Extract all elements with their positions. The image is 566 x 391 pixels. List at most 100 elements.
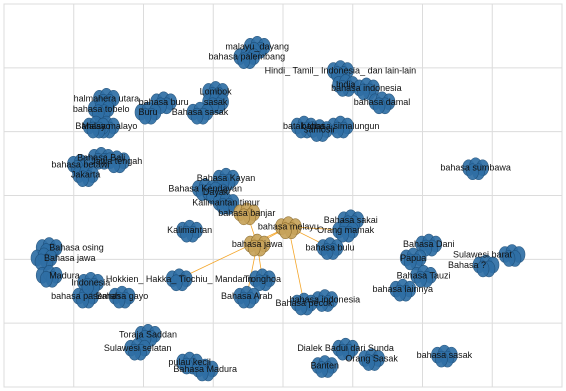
data-point: [327, 115, 354, 139]
point-label: Bahasa ?: [448, 260, 486, 270]
point-marker: [107, 156, 121, 174]
point-label: bahasa palembang: [209, 52, 286, 62]
edge-line: [288, 226, 305, 304]
point-label: Bahasa Madura: [173, 364, 237, 374]
point-label: Bahasa malayo: [75, 121, 137, 131]
data-point: [431, 344, 458, 368]
data-point: [306, 119, 333, 142]
point-label: Bahasa Kendayan: [168, 184, 242, 194]
data-point: [316, 237, 344, 260]
point-marker: [138, 107, 152, 125]
point-label: Hindi_ Tamil_ Indonesia_ dan lain-lain: [265, 66, 416, 76]
data-point: [353, 77, 380, 101]
point-marker: [128, 343, 141, 361]
point-label: Tionghoa: [244, 274, 281, 284]
data-point: [191, 358, 219, 382]
data-point: [472, 254, 500, 278]
data-point: [311, 355, 339, 378]
point-label: Bahasa osing: [49, 243, 104, 253]
point-label: Bahasa Tauzi: [397, 270, 451, 280]
data-point: [212, 192, 240, 215]
data-point: [462, 157, 489, 181]
data-point: [332, 74, 359, 97]
point-label: bahasa jawa: [232, 239, 283, 249]
point-label: Dialek Badui dari Sunda: [297, 343, 394, 353]
data-point: [389, 278, 417, 302]
point-marker: [253, 274, 266, 292]
point-marker: [112, 291, 126, 309]
point-label: Sulawesi barat: [453, 249, 513, 259]
point-label: bahasa lainnya: [373, 284, 434, 294]
data-point: [30, 247, 58, 271]
point-marker: [336, 80, 349, 97]
point-marker: [86, 121, 100, 139]
point-marker: [169, 274, 183, 292]
point-marker: [279, 222, 292, 240]
point-label: Bahasa gayo: [96, 291, 149, 301]
data-point: [410, 265, 437, 288]
point-label: Bahasa pecok: [275, 298, 333, 308]
point-marker: [81, 277, 95, 295]
point-label: bahasa sumbawa: [440, 163, 511, 173]
point-label: Jawa tengah: [91, 156, 142, 166]
point-label: bahasa melayu: [258, 222, 319, 232]
point-marker: [237, 291, 251, 309]
data-point: [108, 285, 136, 309]
point-label: Bahasa Kayan: [197, 173, 256, 183]
point-label: Madura: [49, 270, 80, 280]
data-point: [243, 233, 271, 257]
point-label: bahasa betawi: [51, 159, 109, 169]
point-label: bahasa tobelo: [73, 104, 130, 114]
point-label: Banten: [311, 361, 340, 371]
point-label: bahasa damal: [354, 97, 411, 107]
point-label: Bahasa jawa: [44, 253, 96, 263]
point-label: Hokkien_ Hakka_ Tiochiu_ Mandarin: [106, 274, 253, 284]
data-point: [134, 101, 162, 125]
data-point: [233, 46, 261, 70]
point-marker: [403, 253, 417, 271]
data-point: [124, 337, 151, 361]
edge-line: [179, 226, 289, 280]
data-point: [82, 115, 110, 139]
point-marker: [435, 350, 448, 368]
node-layer: [30, 35, 526, 382]
data-point: [165, 268, 193, 292]
data-point: [249, 268, 276, 292]
point-label: bahasa sasak: [417, 350, 473, 360]
point-marker: [393, 284, 407, 302]
point-marker: [310, 125, 323, 142]
point-label: Bahasa Bali: [77, 152, 125, 162]
point-label: samosir: [304, 125, 336, 135]
point-marker: [336, 225, 349, 243]
point-marker: [362, 354, 375, 371]
point-marker: [195, 364, 209, 382]
point-label: Sulawesi selatan: [104, 343, 172, 353]
data-point: [77, 271, 105, 295]
point-label: India: [336, 79, 356, 89]
point-marker: [237, 208, 251, 226]
point-marker: [294, 298, 308, 316]
point-label: Bahasa Arab: [221, 291, 273, 301]
point-marker: [336, 343, 349, 361]
point-marker: [216, 198, 230, 215]
point-marker: [76, 291, 89, 309]
point-marker: [315, 361, 329, 378]
point-marker: [247, 239, 261, 257]
point-label: Orang Sasak: [345, 354, 398, 364]
data-point: [290, 292, 318, 316]
point-label: bahasa banjar: [218, 208, 275, 218]
point-label: Orang mamak: [317, 225, 375, 235]
data-point: [202, 91, 229, 115]
point-label: Bahasa Dani: [403, 239, 455, 249]
point-label: pulau kecil: [168, 357, 211, 367]
point-marker: [180, 225, 193, 243]
data-point: [233, 285, 261, 309]
point-marker: [476, 260, 490, 278]
data-point: [368, 91, 396, 115]
point-label: bahasa indonesia: [331, 83, 402, 93]
data-point: [176, 219, 203, 243]
data-point: [35, 265, 63, 288]
point-marker: [414, 271, 427, 288]
point-marker: [466, 163, 479, 181]
